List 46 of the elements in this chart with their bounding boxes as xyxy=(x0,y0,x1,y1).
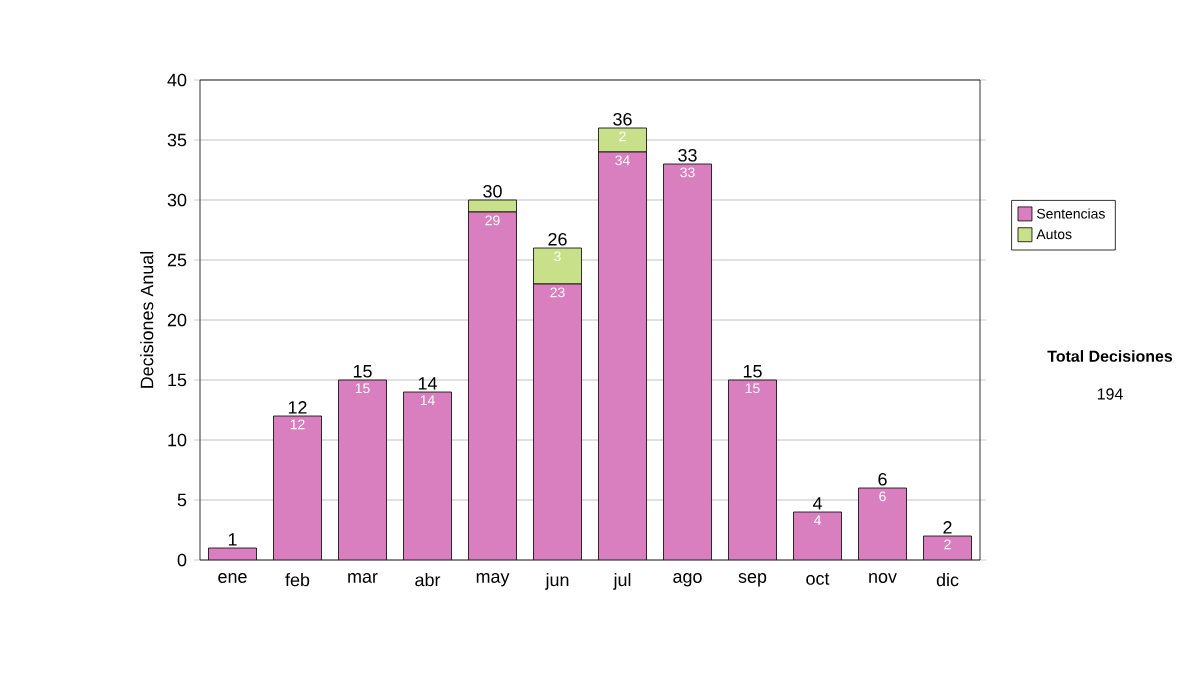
y-tick-label: 5 xyxy=(177,493,187,507)
y-tick-label: 25 xyxy=(167,253,187,267)
y-tick-label: 30 xyxy=(167,193,187,207)
y-tick-label: 35 xyxy=(167,133,187,147)
bar xyxy=(533,284,582,560)
bar xyxy=(468,199,517,213)
x-tick-label: may xyxy=(476,573,510,587)
bar xyxy=(468,211,517,560)
y-tick-label: 10 xyxy=(168,433,187,447)
x-tick-label: jun xyxy=(545,573,569,590)
x-tick-label: ene xyxy=(218,573,247,583)
total-label: 30 xyxy=(483,184,502,198)
y-axis-title: Decisiones Anual xyxy=(140,251,154,388)
bar xyxy=(273,416,322,560)
x-tick-label: feb xyxy=(285,573,310,587)
bar xyxy=(598,151,647,560)
total-label: 33 xyxy=(678,148,697,162)
bar xyxy=(663,163,712,560)
x-tick-label: jul xyxy=(613,573,631,590)
x-tick-label: abr xyxy=(415,573,441,587)
bar xyxy=(403,392,452,560)
bar xyxy=(728,380,777,560)
bar xyxy=(338,380,387,560)
y-tick-label: 40 xyxy=(167,73,187,87)
y-tick-label: 20 xyxy=(167,313,187,327)
bar xyxy=(858,488,907,560)
total-label: 15 xyxy=(743,365,762,378)
total-label: 14 xyxy=(418,377,437,390)
x-tick-label: ago xyxy=(673,573,702,587)
x-tick-label: oct xyxy=(806,573,830,585)
total-label: 6 xyxy=(878,472,887,486)
y-tick-label: 0 xyxy=(177,553,187,567)
total-label: 12 xyxy=(288,401,307,414)
x-tick-label: sep xyxy=(738,573,767,587)
x-tick-label: nov xyxy=(869,573,897,583)
total-label: 15 xyxy=(353,365,372,378)
x-tick-label: dic xyxy=(936,573,959,587)
bar xyxy=(533,247,582,285)
total-label: 36 xyxy=(613,112,632,126)
bar xyxy=(793,512,842,560)
x-tick-label: mar xyxy=(348,573,378,583)
total-label: 26 xyxy=(548,232,567,246)
total-label: 4 xyxy=(812,497,822,510)
total-label: 2 xyxy=(943,521,952,534)
y-tick-label: 15 xyxy=(168,373,187,387)
total-label: 1 xyxy=(228,533,237,546)
